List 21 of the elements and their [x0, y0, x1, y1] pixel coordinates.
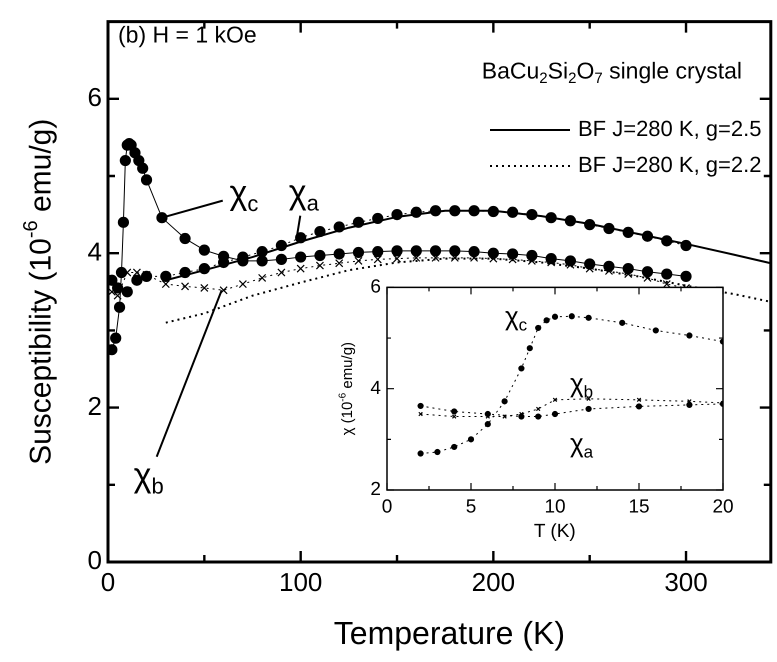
- x-tick-label: 15: [628, 496, 650, 518]
- y-axis-title: χ (10-6 emu/g): [338, 342, 356, 436]
- y-tick-label: 6: [370, 276, 381, 298]
- x-tick-label: 300: [664, 566, 708, 597]
- y-tick-label: 0: [88, 545, 102, 576]
- y-tick-label: 4: [370, 378, 382, 399]
- y-tick-label: 4: [88, 236, 102, 266]
- y-tick-label: 2: [88, 390, 102, 421]
- x-tick-label: 5: [466, 496, 476, 518]
- annotation: (b) H = 1 kOe: [118, 21, 257, 48]
- legend-label: BF J=280 K, g=2.5: [578, 116, 762, 142]
- x-tick-label: 200: [472, 566, 516, 597]
- x-axis-title: T (K): [534, 521, 576, 542]
- y-tick-label: 2: [370, 479, 381, 500]
- x-tick-label: 20: [712, 496, 734, 518]
- x-tick-label: 10: [544, 496, 566, 518]
- legend-label: BF J=280 K, g=2.2: [578, 152, 762, 178]
- x-axis-title: Temperature (K): [334, 614, 565, 651]
- y-axis-title: Susceptibility (10-6 emu/g): [20, 118, 58, 465]
- x-tick-label: 100: [278, 566, 322, 597]
- y-tick-label: 6: [88, 82, 102, 112]
